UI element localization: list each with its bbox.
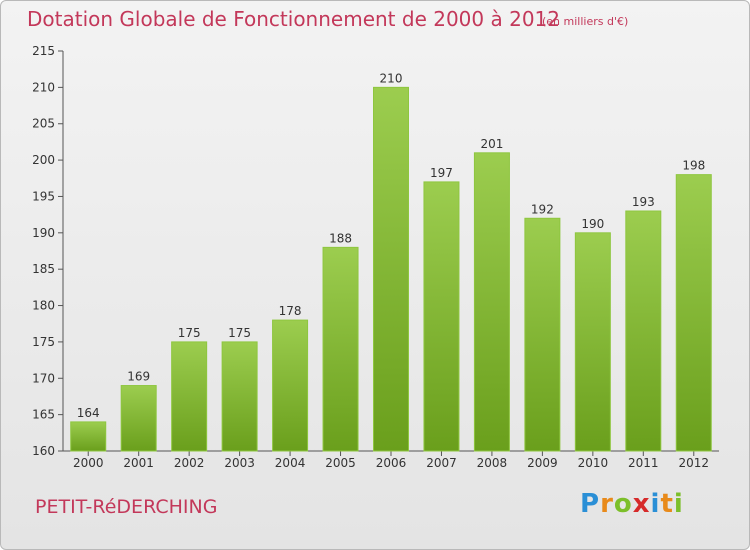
x-tick-label-2010: 2010 bbox=[578, 456, 609, 470]
data-label-2003: 175 bbox=[228, 326, 251, 340]
y-tick-label: 180 bbox=[32, 299, 55, 313]
logo-letter: P bbox=[580, 489, 601, 519]
data-label-2009: 192 bbox=[531, 202, 554, 216]
x-tick-label-2007: 2007 bbox=[426, 456, 457, 470]
bar-2000 bbox=[70, 421, 107, 452]
x-tick-label-2005: 2005 bbox=[325, 456, 356, 470]
data-label-2008: 201 bbox=[480, 137, 503, 151]
x-tick-label-2001: 2001 bbox=[123, 456, 154, 470]
x-tick-label-2004: 2004 bbox=[275, 456, 306, 470]
x-tick-label-2003: 2003 bbox=[224, 456, 255, 470]
y-tick-label: 185 bbox=[32, 262, 55, 276]
logo-letter: i bbox=[650, 489, 661, 519]
y-tick-label: 170 bbox=[32, 371, 55, 385]
y-tick-label: 165 bbox=[32, 408, 55, 422]
data-label-2001: 169 bbox=[127, 370, 150, 384]
unit-note: (en milliers d'€) bbox=[542, 15, 629, 28]
y-tick-label: 190 bbox=[32, 226, 55, 240]
logo-letter: o bbox=[613, 489, 633, 519]
chart-title: Dotation Globale de Fonctionnement de 20… bbox=[27, 7, 560, 31]
data-label-2010: 190 bbox=[581, 217, 604, 231]
y-tick-label: 160 bbox=[32, 444, 55, 458]
data-label-2006: 210 bbox=[380, 71, 403, 85]
bars: 164 169 175 175 178 188 210 197 201 192 190 193 198 bbox=[70, 71, 712, 452]
x-axis: 2000 2001 2002 2003 2004 2005 2006 2007 2008 2009… bbox=[63, 450, 719, 470]
bar-2007 bbox=[423, 181, 460, 452]
bar-2012 bbox=[675, 174, 712, 452]
x-tick-label-2002: 2002 bbox=[174, 456, 205, 470]
bar-2009 bbox=[524, 217, 561, 452]
x-tick-label-2012: 2012 bbox=[678, 456, 709, 470]
data-label-2012: 198 bbox=[682, 159, 705, 173]
bar-2010 bbox=[574, 232, 611, 452]
bar-2003 bbox=[221, 341, 258, 452]
y-tick-label: 175 bbox=[32, 335, 55, 349]
y-tick-label: 195 bbox=[32, 189, 55, 203]
logo-letter: i bbox=[673, 489, 684, 519]
bar-2006 bbox=[373, 86, 409, 452]
y-tick-label: 215 bbox=[32, 44, 55, 58]
x-tick-label-2011: 2011 bbox=[628, 456, 659, 470]
x-tick-label-2000: 2000 bbox=[73, 456, 104, 470]
bar-2005 bbox=[322, 246, 359, 452]
logo-letter: t bbox=[660, 489, 674, 519]
city-name: PETIT-RéDERCHING bbox=[35, 496, 218, 518]
bar-2008 bbox=[473, 152, 510, 452]
data-label-2005: 188 bbox=[329, 231, 352, 245]
data-label-2004: 178 bbox=[279, 304, 302, 318]
data-label-2000: 164 bbox=[77, 406, 100, 420]
x-tick-label-2008: 2008 bbox=[477, 456, 508, 470]
bar-2002 bbox=[171, 341, 208, 452]
logo-letter: r bbox=[600, 489, 614, 519]
x-tick-label-2009: 2009 bbox=[527, 456, 558, 470]
bar-2011 bbox=[625, 210, 662, 452]
data-label-2011: 193 bbox=[632, 195, 655, 209]
x-tick-label-2006: 2006 bbox=[376, 456, 407, 470]
y-axis: 160 165 170 175 180 185 190 195 200 205 210 215 bbox=[32, 44, 64, 458]
y-tick-label: 210 bbox=[32, 80, 55, 94]
data-label-2002: 175 bbox=[178, 326, 201, 340]
data-label-2007: 197 bbox=[430, 166, 453, 180]
proxiti-logo[interactable]: Proxiti bbox=[580, 489, 684, 519]
y-tick-label: 200 bbox=[32, 153, 55, 167]
logo-letter: x bbox=[632, 489, 651, 519]
y-tick-label: 205 bbox=[32, 117, 55, 131]
bar-2004 bbox=[272, 319, 309, 452]
bar-2001 bbox=[120, 385, 157, 452]
